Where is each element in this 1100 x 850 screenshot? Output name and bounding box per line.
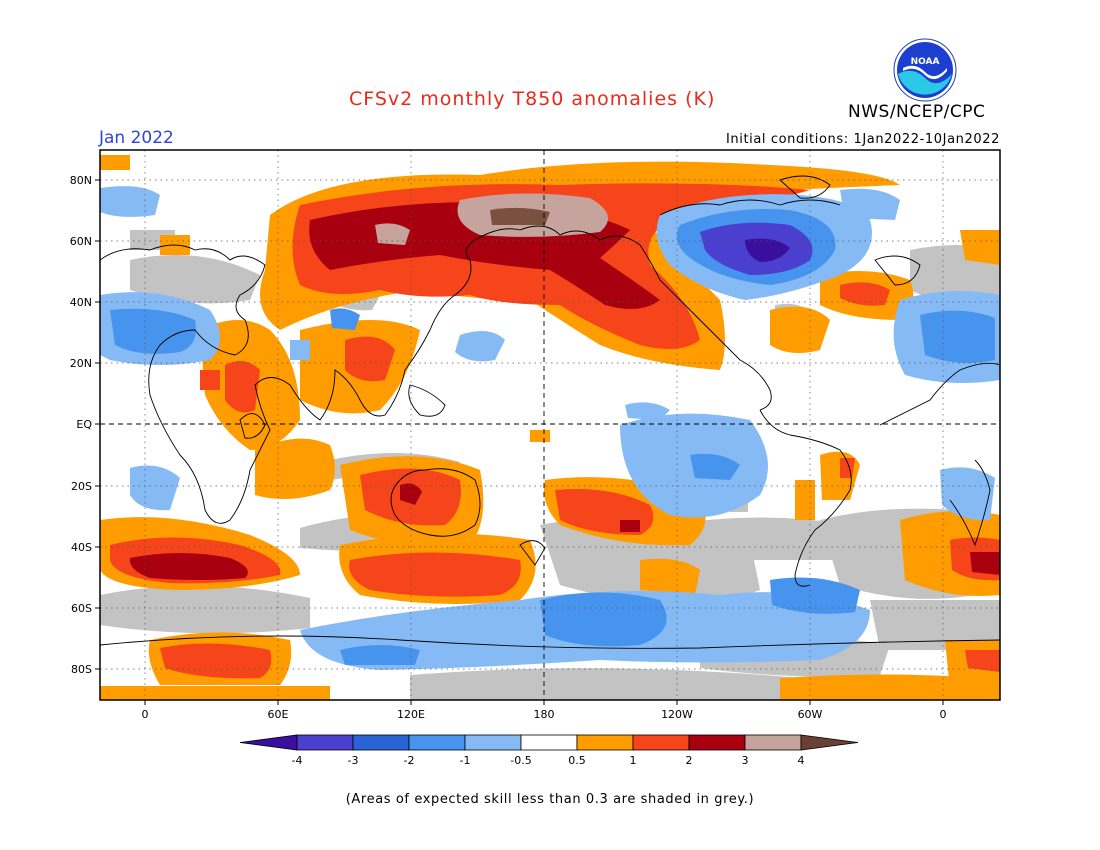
map-field: [100, 150, 1000, 700]
lon-label: 0: [940, 708, 947, 721]
longitude-labels: 0 60E 120E 180 120W 60W 0: [142, 708, 947, 721]
colorbar-label: -3: [348, 754, 359, 767]
colorbar-label: 2: [686, 754, 693, 767]
lon-label: 120E: [397, 708, 425, 721]
latitude-labels: 80N 60N 40N 20N EQ 20S 40S 60S 80S: [70, 174, 93, 676]
colorbar-label: 3: [742, 754, 749, 767]
lon-label: 60E: [268, 708, 289, 721]
colorbar-swatch: [239, 734, 298, 751]
colorbar-swatch: [352, 734, 410, 751]
colorbar-swatch: [576, 734, 634, 751]
colorbar-swatch: [520, 734, 578, 751]
initial-conditions: Initial conditions: 1Jan2022-10Jan2022: [725, 132, 1000, 147]
colorbar-label: -2: [404, 754, 415, 767]
graticule: [100, 150, 1000, 700]
reference-lines: [100, 150, 1000, 700]
anomaly-map: 80N 60N 40N 20N EQ 20S 40S 60S 80S 0 60E…: [70, 149, 1001, 767]
lat-label: 60N: [70, 235, 92, 248]
colorbar-label: 0.5: [568, 754, 586, 767]
lat-label: 40N: [70, 296, 92, 309]
axis-ticks: [95, 179, 944, 705]
lat-label: 80N: [70, 174, 92, 187]
colorbar-swatch: [800, 734, 859, 751]
colorbar-swatch: [296, 734, 354, 751]
cold-anomaly: [100, 186, 1000, 670]
colorbar-label: 4: [798, 754, 805, 767]
lat-label: 80S: [71, 663, 92, 676]
colorbar-swatch: [464, 734, 522, 751]
lon-label: 180: [534, 708, 555, 721]
lat-label: 60S: [71, 602, 92, 615]
colorbar-label: -0.5: [510, 754, 531, 767]
skill-footnote: (Areas of expected skill less than 0.3 a…: [345, 792, 755, 807]
colorbar: -4 -3 -2 -1 -0.5 0.5 1 2 3 4: [239, 734, 859, 767]
agency-label: NWS/NCEP/CPC: [848, 102, 986, 122]
colorbar-label: 1: [630, 754, 637, 767]
lat-label: 20S: [71, 480, 92, 493]
noaa-logo-icon: NOAA: [893, 38, 957, 102]
lon-label: 60W: [798, 708, 823, 721]
noaa-logo-text: NOAA: [911, 57, 940, 67]
lon-label: 0: [142, 708, 149, 721]
map-frame: [99, 149, 1001, 701]
colorbar-swatch: [688, 734, 746, 751]
forecast-month: Jan 2022: [99, 128, 174, 148]
lat-label: 20N: [70, 357, 92, 370]
colorbar-swatch: [744, 734, 802, 751]
warm-anomaly-tan: [375, 193, 608, 245]
lat-label: 40S: [71, 541, 92, 554]
colorbar-swatch: [632, 734, 690, 751]
lat-label: EQ: [76, 418, 92, 431]
lon-label: 120W: [661, 708, 693, 721]
colorbar-label: -1: [460, 754, 471, 767]
colorbar-swatch: [408, 734, 466, 751]
chart-title: CFSv2 monthly T850 anomalies (K): [349, 88, 716, 110]
colorbar-label: -4: [292, 754, 303, 767]
